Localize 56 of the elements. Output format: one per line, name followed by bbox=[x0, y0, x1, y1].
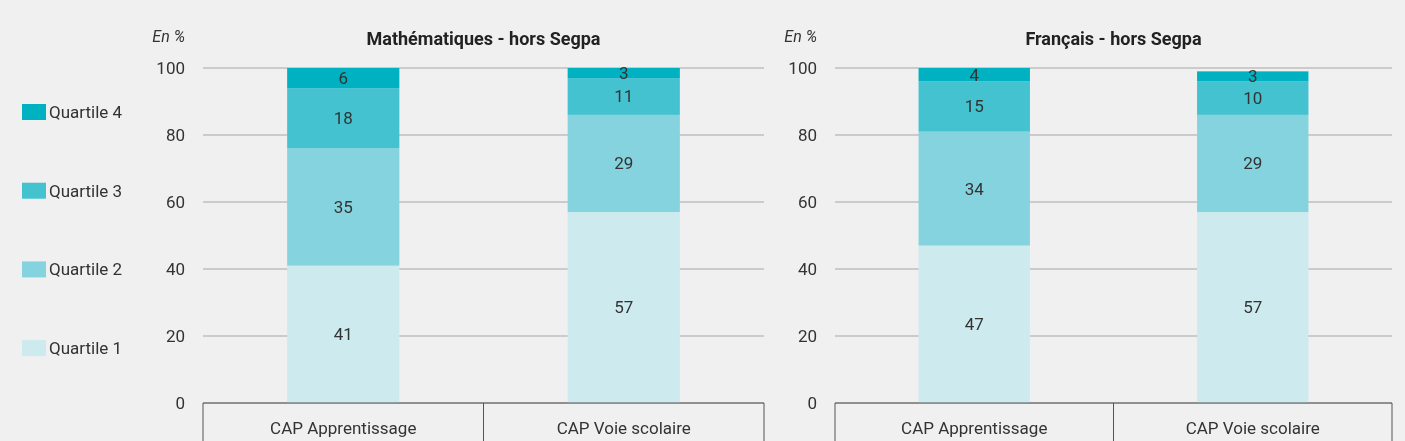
y-tick-label: 0 bbox=[807, 392, 817, 413]
x-tick-label: CAP Apprentissage bbox=[901, 417, 1048, 438]
data-label: 3 bbox=[1247, 66, 1258, 87]
y-tick-label: 100 bbox=[156, 57, 185, 78]
bar bbox=[918, 245, 1030, 403]
bar bbox=[918, 68, 1030, 82]
bar bbox=[918, 81, 1030, 132]
bar bbox=[287, 88, 400, 149]
y-tick-label: 80 bbox=[797, 124, 817, 145]
data-label: 6 bbox=[338, 68, 349, 88]
y-axis-title: En % bbox=[152, 27, 185, 46]
data-label: 10 bbox=[1243, 88, 1263, 109]
y-tick-label: 40 bbox=[165, 258, 185, 279]
bar bbox=[567, 68, 680, 79]
data-label: 29 bbox=[614, 153, 634, 174]
data-label: 35 bbox=[333, 196, 353, 217]
bar bbox=[287, 265, 400, 403]
bar bbox=[1197, 81, 1309, 115]
y-tick-label: 20 bbox=[165, 325, 185, 346]
data-label: 15 bbox=[964, 96, 984, 117]
bar bbox=[918, 131, 1030, 246]
y-tick-label: 60 bbox=[165, 191, 185, 212]
chart-title: Français - hors Segpa bbox=[1025, 28, 1202, 49]
bar bbox=[567, 114, 680, 213]
y-tick-label: 80 bbox=[165, 124, 185, 145]
data-label: 57 bbox=[1243, 297, 1263, 318]
bar bbox=[1197, 114, 1309, 213]
y-tick-label: 20 bbox=[797, 325, 817, 346]
data-label: 4 bbox=[969, 64, 980, 85]
y-axis-title: En % bbox=[784, 27, 817, 46]
legend-label: Quartile 4 bbox=[49, 101, 123, 122]
bar bbox=[567, 78, 680, 115]
data-label: 11 bbox=[614, 86, 634, 107]
data-label: 34 bbox=[964, 178, 985, 199]
y-tick-label: 100 bbox=[788, 57, 817, 78]
x-tick-label: CAP Voie scolaire bbox=[556, 417, 691, 438]
x-tick-label: CAP Voie scolaire bbox=[1185, 417, 1320, 438]
bar bbox=[567, 212, 680, 403]
data-label: 41 bbox=[333, 324, 353, 345]
data-label: 47 bbox=[964, 314, 984, 335]
y-tick-label: 60 bbox=[797, 191, 817, 212]
legend-label: Quartile 2 bbox=[49, 259, 123, 280]
data-label: 18 bbox=[333, 108, 353, 129]
bar bbox=[287, 148, 400, 266]
bar bbox=[287, 68, 400, 89]
y-tick-label: 0 bbox=[175, 392, 185, 413]
data-label: 57 bbox=[614, 297, 634, 318]
data-label: 3 bbox=[618, 62, 629, 83]
y-tick-label: 40 bbox=[797, 258, 817, 279]
bar bbox=[1197, 212, 1309, 403]
chart-title: Mathématiques - hors Segpa bbox=[366, 28, 601, 49]
data-label: 29 bbox=[1243, 153, 1263, 174]
x-tick-label: CAP Apprentissage bbox=[270, 417, 417, 438]
legend-label: Quartile 3 bbox=[49, 180, 123, 201]
bar bbox=[1197, 71, 1309, 82]
legend-label: Quartile 1 bbox=[49, 338, 123, 359]
